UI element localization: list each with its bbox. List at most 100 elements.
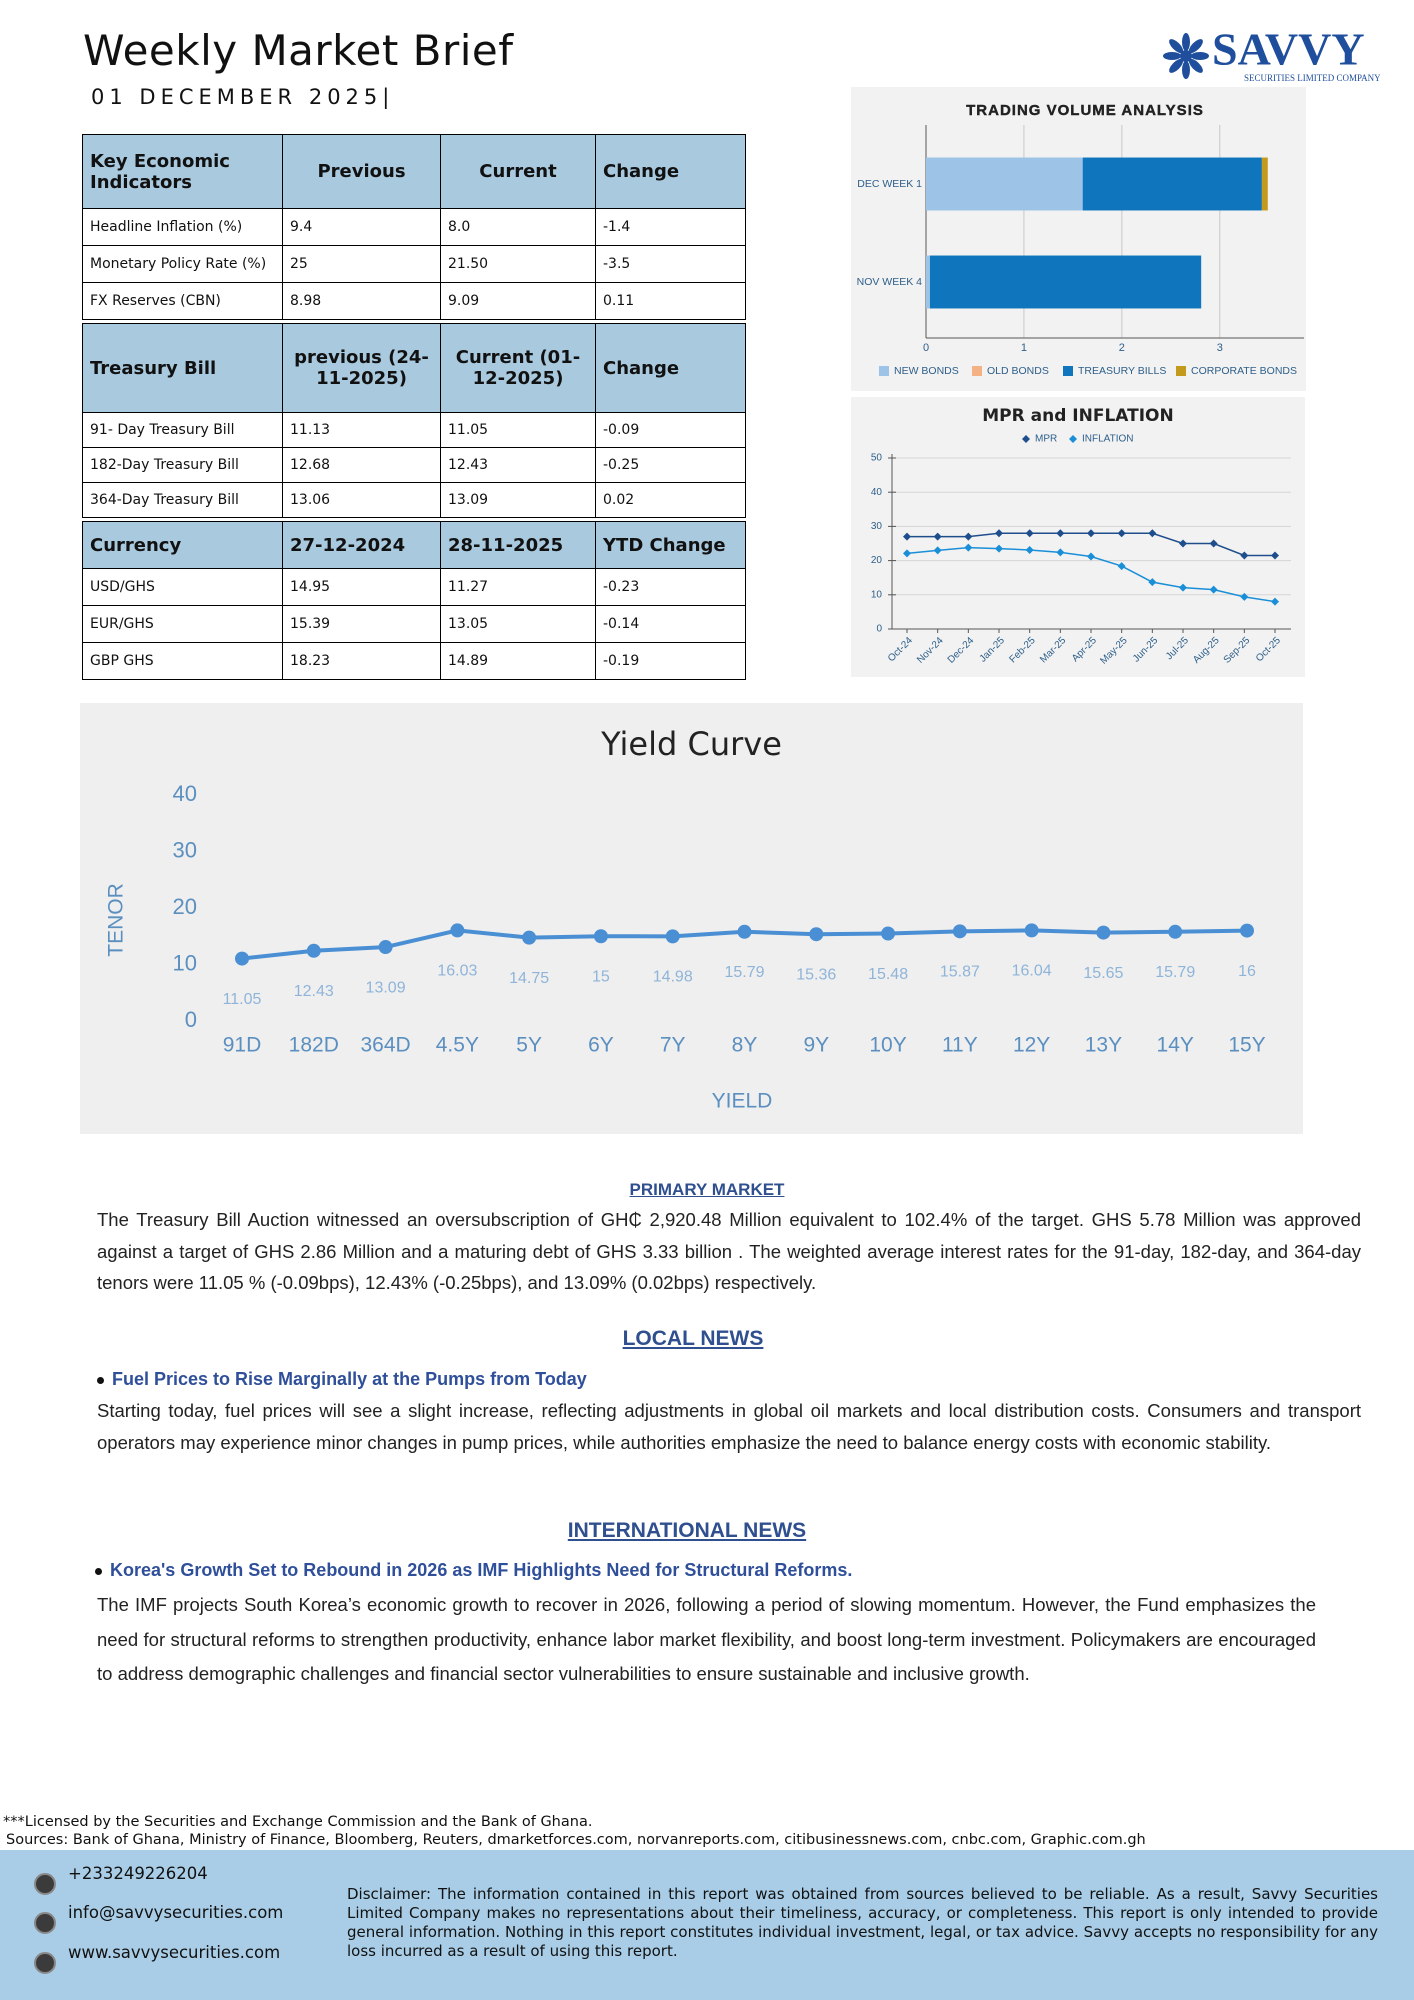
marker [1209,585,1218,594]
marker [737,924,752,939]
marker [378,940,393,955]
cell: -0.09 [595,412,746,448]
x-tick-label: 15Y [1228,1034,1265,1057]
x-tick-label: 14Y [1157,1034,1194,1057]
header-cell: Change [595,323,746,413]
x-tick-label: 182D [289,1034,339,1057]
cell: 12.68 [282,447,441,483]
marker [933,546,942,555]
x-tick-label: 12Y [1013,1034,1050,1057]
cell: 11.13 [282,412,441,448]
header-cell: Previous [282,134,441,209]
marker [1240,923,1254,938]
value-label: 12.43 [294,983,334,1000]
cell: -1.4 [595,208,746,246]
value-label: 15.48 [868,966,908,983]
cell: 21.50 [440,245,596,283]
marker [1179,539,1187,548]
cell: -0.25 [595,447,746,483]
data-table: Treasury Bill previous (24-11-2025) Curren… [82,323,746,518]
marker [1148,578,1157,587]
paragraph: The IMF projects South Korea’s economic … [97,1594,1316,1684]
x-tick-label: Jul-25 [1164,635,1191,662]
marker [1117,562,1126,571]
chart-title: Yield Curve [600,725,782,763]
marker [1096,925,1111,940]
cell: FX Reserves (CBN) [82,282,283,320]
bar-segment [1082,157,1262,211]
cell: USD/GHS [82,568,283,606]
x-tick-label: Dec-24 [946,635,977,666]
cell: 15.39 [282,605,441,643]
marker [1056,529,1065,538]
legend-label: OLD BONDS [987,365,1049,377]
x-tick-label: Jan-25 [978,635,1008,665]
row: 91- Day Treasury Bill 11.13 11.05 -0.09 [82,412,746,448]
value-label: 11.05 [223,991,262,1008]
row: GBP GHS 18.23 14.89 -0.19 [82,642,746,680]
cell: EUR/GHS [82,605,283,643]
marker [665,929,680,944]
cell: 364-Day Treasury Bill [82,482,283,518]
header-cell: YTD Change [595,521,746,569]
y-tick-label: 40 [173,781,197,806]
cell: 9.09 [440,282,596,320]
marker [903,549,911,558]
marker [809,927,824,942]
tables: Key Economic Indicators Previous Current Ch… [82,134,746,683]
y-tick-label: 10 [173,950,197,975]
marker [933,532,942,541]
header-cell: 28-11-2025 [440,521,596,569]
marker [1025,545,1034,554]
cell: 13.05 [440,605,596,643]
marker [306,943,321,958]
row: 364-Day Treasury Bill 13.06 13.09 0.02 [82,482,746,518]
x-tick-label: 3 [1217,342,1223,354]
legend-marker [1069,435,1077,443]
license-note: ***Licensed by the Securities and Exchan… [3,1814,593,1830]
bar-segment [1261,157,1268,211]
paragraph: Starting today, fuel prices will see a s… [97,1400,1361,1453]
header-cell: Current (01-12-2025) [440,323,596,413]
x-tick-label: Nov-24 [915,635,946,666]
x-tick-label: 11Y [942,1034,978,1057]
marker [1056,548,1065,557]
data-table: Key Economic Indicators Previous Current Ch… [82,134,746,320]
cell: -0.14 [595,605,746,643]
marker [1168,924,1183,939]
y-tick-label: 30 [871,521,883,532]
x-tick-label: Aug-25 [1191,635,1222,666]
legend-swatch [1176,366,1186,376]
y-tick-label: 10 [871,589,883,600]
data-table: Currency 27-12-2024 28-11-2025 YTD Change US… [82,521,746,680]
marker [1179,583,1187,592]
x-tick-label: Oct-25 [1254,635,1283,664]
phone: +233249226204 [68,1864,208,1883]
logo-tagline: SECURITIES LIMITED COMPANY [1244,73,1380,83]
x-tick-label: 1 [1021,342,1027,354]
bar-segment [926,157,1083,211]
sources-note: Sources: Bank of Ghana, Ministry of Fina… [6,1832,1146,1848]
logo-icon [1163,33,1209,79]
x-tick-label: 5Y [516,1034,542,1057]
y-tick-label: 20 [173,894,197,919]
footer-band [0,1850,1414,2000]
cell: 25 [282,245,441,283]
marker [1117,529,1126,538]
header-cell: Change [595,134,746,209]
row: Headline Inflation (%) 9.4 8.0 -1.4 [82,208,746,246]
legend-swatch [972,366,982,376]
legend-swatch [879,366,889,376]
marker [522,930,537,945]
header-row: Key Economic Indicators Previous Current Ch… [82,134,746,209]
marker [1209,539,1218,548]
x-tick-label: 7Y [660,1034,686,1057]
x-tick-label: Jun-25 [1131,635,1161,665]
x-tick-label: Apr-25 [1070,635,1099,664]
marker [1025,529,1034,538]
cell: Headline Inflation (%) [82,208,283,246]
marker [1087,529,1095,538]
x-tick-label: 364D [360,1034,410,1057]
news-headline: Fuel Prices to Rise Marginally at the Pu… [97,1369,587,1389]
cell: 182-Day Treasury Bill [82,447,283,483]
